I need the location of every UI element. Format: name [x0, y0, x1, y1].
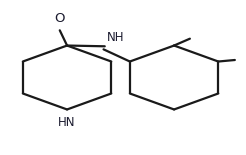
Text: O: O [55, 12, 65, 25]
Text: HN: HN [58, 116, 76, 129]
Text: NH: NH [107, 31, 124, 44]
